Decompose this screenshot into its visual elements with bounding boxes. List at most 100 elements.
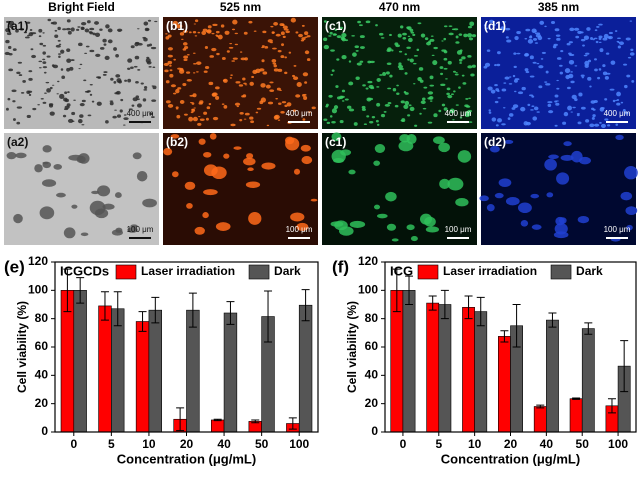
cell xyxy=(560,50,564,53)
cell xyxy=(115,74,121,78)
cell xyxy=(631,79,635,83)
cell xyxy=(560,154,574,161)
error-bar xyxy=(476,296,485,327)
cell xyxy=(38,35,42,38)
cell xyxy=(81,124,85,126)
cell xyxy=(38,67,42,69)
cell xyxy=(266,124,270,127)
cell xyxy=(80,232,89,237)
cell xyxy=(244,84,248,86)
cell xyxy=(385,71,390,75)
cell xyxy=(591,107,595,111)
cell xyxy=(89,49,95,53)
cell xyxy=(123,117,129,121)
cell xyxy=(53,163,63,170)
cell xyxy=(203,164,218,177)
cell xyxy=(505,197,520,206)
cell xyxy=(614,30,618,33)
cell xyxy=(119,109,123,113)
cell xyxy=(188,116,194,122)
bar xyxy=(462,307,475,433)
error-bar xyxy=(607,398,616,414)
cell xyxy=(169,73,174,78)
cell xyxy=(599,48,604,53)
cell xyxy=(433,46,438,50)
cell xyxy=(16,106,23,109)
cell xyxy=(492,23,496,27)
cell xyxy=(491,117,497,122)
cell xyxy=(231,28,236,31)
cell xyxy=(571,150,583,163)
cell xyxy=(165,80,170,84)
cell xyxy=(612,99,616,103)
cell xyxy=(331,121,336,124)
cell xyxy=(563,141,572,147)
cell xyxy=(562,121,567,125)
legend-swatch xyxy=(248,264,270,280)
cell xyxy=(167,47,173,51)
cell xyxy=(84,28,90,33)
cell xyxy=(333,158,345,163)
cell xyxy=(143,88,148,91)
cell xyxy=(554,124,558,127)
cell xyxy=(102,38,107,43)
cell xyxy=(251,75,255,78)
cell xyxy=(85,45,90,48)
cell xyxy=(373,160,381,166)
cell xyxy=(107,39,113,44)
cell xyxy=(182,82,187,87)
cell xyxy=(471,34,477,38)
cell xyxy=(44,92,47,94)
cell xyxy=(42,145,52,153)
cell xyxy=(568,60,575,65)
cell xyxy=(143,85,148,90)
cell xyxy=(497,97,501,99)
cell xyxy=(42,51,46,55)
cell xyxy=(533,106,539,111)
cell xyxy=(272,62,277,65)
cell xyxy=(347,105,352,109)
cell xyxy=(398,50,403,53)
cell xyxy=(135,80,139,84)
x-tick-label: 10 xyxy=(468,437,482,451)
cell xyxy=(269,89,275,92)
cell xyxy=(281,101,287,104)
cell xyxy=(34,164,43,173)
cell xyxy=(441,40,444,42)
cell xyxy=(455,72,458,74)
cell xyxy=(117,30,121,32)
cell xyxy=(192,52,196,54)
cell xyxy=(590,100,596,104)
legend-swatch xyxy=(115,264,137,280)
bar xyxy=(298,304,313,433)
cell xyxy=(306,58,311,61)
cell xyxy=(86,90,90,93)
cell xyxy=(167,34,172,38)
cell xyxy=(575,35,580,39)
cell xyxy=(260,83,266,88)
cell xyxy=(361,105,366,109)
cell xyxy=(577,215,590,224)
cell xyxy=(203,111,208,115)
cell xyxy=(163,147,173,156)
cell xyxy=(78,42,83,47)
cell xyxy=(398,140,414,152)
cell xyxy=(109,101,114,106)
cell xyxy=(64,105,70,109)
cell xyxy=(429,38,435,42)
cell xyxy=(24,36,30,39)
cell xyxy=(234,32,238,35)
cell xyxy=(578,92,583,97)
cell xyxy=(624,166,638,180)
cell xyxy=(116,114,122,118)
cell xyxy=(570,80,575,84)
cell xyxy=(583,35,590,40)
cell xyxy=(505,36,509,39)
cell xyxy=(494,100,499,104)
cell xyxy=(604,75,609,80)
cell xyxy=(407,35,411,37)
cell xyxy=(397,64,404,69)
cell xyxy=(136,103,142,108)
error-bar xyxy=(548,312,557,328)
cell xyxy=(284,104,288,108)
